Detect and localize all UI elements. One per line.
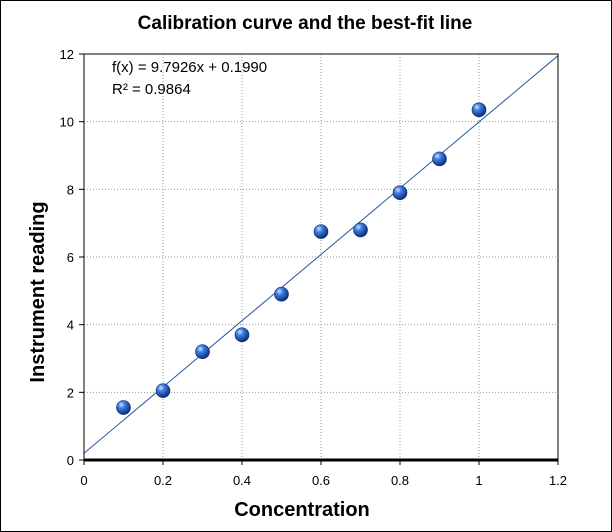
data-point (313, 224, 329, 239)
x-tick-label: 0.8 (391, 473, 409, 488)
data-point (392, 185, 408, 201)
x-axis-title: Concentration (234, 499, 370, 521)
x-tick-label: 0.6 (312, 473, 330, 488)
y-tick-label: 2 (67, 385, 74, 400)
x-tick-label: 1.2 (549, 473, 567, 488)
data-point (116, 400, 131, 415)
r-squared: R² = 0.9864 (112, 81, 191, 98)
data-point (234, 327, 250, 343)
y-tick-label: 0 (67, 453, 74, 468)
y-tick-label: 10 (60, 115, 74, 130)
data-point (471, 102, 487, 118)
y-axis-title: Instrument reading (27, 201, 49, 382)
y-tick-label: 12 (60, 47, 74, 62)
y-tick-label: 4 (67, 318, 74, 333)
data-point (353, 222, 368, 238)
chart-title: Calibration curve and the best-fit line (138, 13, 473, 34)
x-tick-label: 1 (475, 473, 482, 488)
x-tick-label: 0.4 (233, 473, 251, 488)
data-point (155, 383, 171, 398)
data-point (274, 286, 289, 302)
x-tick-label: 0.2 (154, 473, 172, 488)
y-tick-label: 8 (67, 182, 74, 197)
x-tick-label: 0 (80, 473, 87, 488)
data-point (432, 151, 447, 167)
data-point (195, 344, 210, 360)
y-tick-label: 6 (67, 250, 74, 265)
fit-equation: f(x) = 9.7926x + 0.1990 (112, 59, 267, 76)
